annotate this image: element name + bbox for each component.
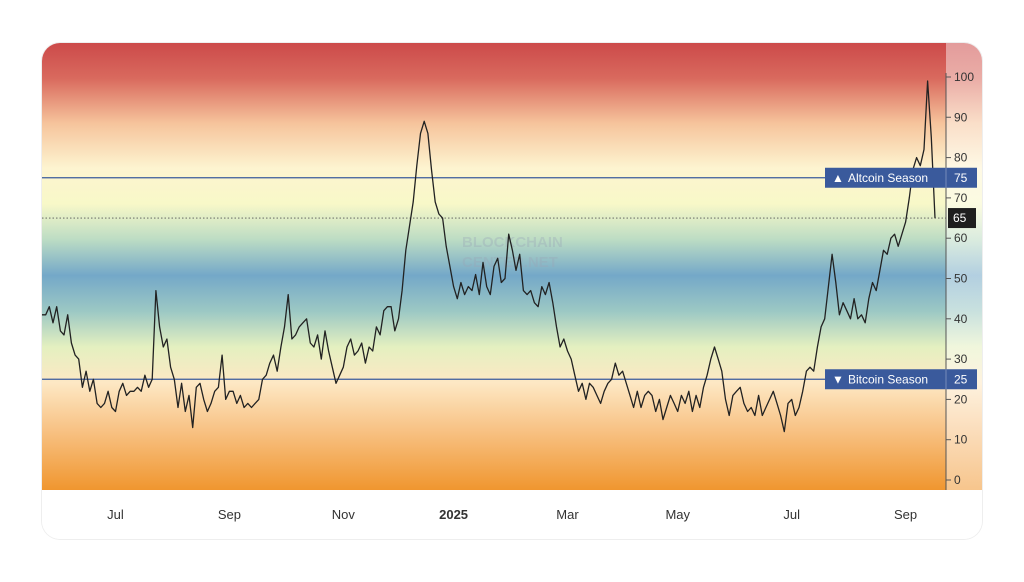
season-lines	[42, 177, 946, 380]
watermark-text: BLOCKCHAIN	[462, 234, 563, 251]
y-tick-label: 70	[954, 191, 968, 205]
x-tick-label: Nov	[332, 507, 356, 522]
current-value-bg	[948, 208, 976, 229]
x-axis: Jul Sep Nov 2025 Mar May Jul Sep	[107, 507, 917, 522]
bitcoin-arrow-icon: ▼	[832, 372, 844, 386]
y-tick-label: 30	[954, 352, 968, 366]
value-labels: ▲ Altcoin Season 75 ▼ Bitcoin Season 25 65	[825, 167, 977, 390]
watermark-text: CENTER.NET	[462, 254, 558, 271]
altcoin-tag-label: Altcoin Season	[848, 171, 928, 185]
altcoin-tag-value: 75	[954, 171, 968, 185]
altcoin-season-index-chart: BLOCKCHAIN CENTER.NET 0 10 20 30 40 50 60 70 80 90…	[42, 43, 982, 539]
x-tick-label: Sep	[894, 507, 917, 522]
x-tick-label: May	[665, 507, 690, 522]
x-tick-label: Mar	[556, 507, 579, 522]
y-axis: 0 10 20 30 40 50 60 70 80 90 100	[945, 70, 974, 490]
y-tick-label: 20	[954, 392, 968, 406]
series-group	[42, 80, 936, 433]
bitcoin-tag-bg	[825, 369, 977, 390]
axis-strip	[946, 43, 982, 490]
current-value-label: 65	[953, 211, 967, 225]
y-tick-label: 60	[954, 231, 968, 245]
watermark: BLOCKCHAIN CENTER.NET	[462, 234, 563, 271]
y-tick-label: 40	[954, 312, 968, 326]
series-line	[42, 80, 936, 433]
x-tick-label: Jul	[783, 507, 800, 522]
bitcoin-season-tag: ▼ Bitcoin Season 25	[825, 369, 977, 390]
current-value-tag: 65	[948, 208, 976, 229]
y-tick-label: 0	[954, 473, 961, 487]
x-axis-strip	[42, 490, 982, 539]
y-tick-label: 90	[954, 110, 968, 124]
x-tick-label: Jul	[107, 507, 124, 522]
bitcoin-tag-value: 25	[954, 372, 968, 386]
y-tick-label: 50	[954, 272, 968, 286]
x-tick-label: 2025	[439, 507, 468, 522]
x-tick-label: Sep	[218, 507, 241, 522]
chart-card: BLOCKCHAIN CENTER.NET 0 10 20 30 40 50 60 70 80 90…	[42, 43, 982, 539]
altcoin-season-tag: ▲ Altcoin Season 75	[825, 167, 977, 188]
altcoin-arrow-icon: ▲	[832, 171, 844, 185]
bitcoin-tag-label: Bitcoin Season	[848, 372, 928, 386]
y-tick-label: 80	[954, 151, 968, 165]
y-tick-label: 100	[954, 70, 974, 84]
y-tick-label: 10	[954, 433, 968, 447]
altcoin-tag-bg	[825, 167, 977, 188]
